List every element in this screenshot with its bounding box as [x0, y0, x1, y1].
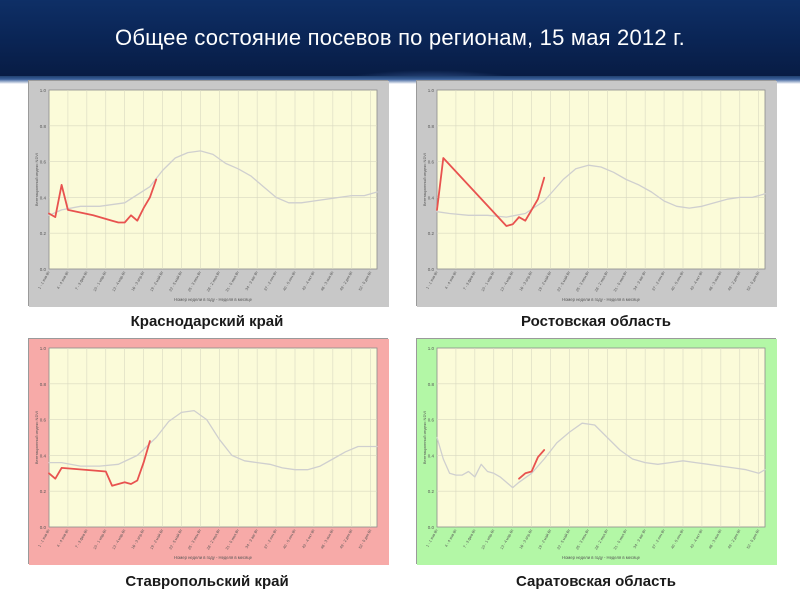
y-tick-label: 1.0 — [428, 346, 435, 351]
chart-panel-stavropol: 0.0 0.2 0.4 0.6 0.8 1.0 1 - 1 янв Вт 4 - 4 янв … — [28, 338, 389, 565]
y-tick-label: 0.4 — [40, 453, 47, 458]
y-axis-title: Вегетационный индекс NDVI — [422, 411, 427, 464]
y-tick-label: 0.6 — [40, 418, 47, 423]
title-banner: Общее состояние посевов по регионам, 15 … — [0, 0, 800, 76]
region-label-rostov: Ростовская область — [520, 313, 672, 330]
y-tick-label: 0.4 — [40, 195, 47, 200]
current-year-series-line — [436, 157, 546, 227]
chart-panel-saratov: 0.0 0.2 0.4 0.6 0.8 1.0 1 - 1 янв Вт 4 - 4 янв … — [416, 338, 777, 565]
chart-panel-rostov: 0.0 0.2 0.4 0.6 0.8 1.0 1 - 1 янв Вт 4 - 4 янв … — [416, 80, 777, 307]
y-axis-title: Вегетационный индекс NDVI — [34, 153, 39, 206]
banner-glow — [330, 70, 530, 76]
y-tick-label: 0.6 — [40, 160, 47, 165]
y-tick-label: 0.0 — [40, 267, 47, 272]
y-tick-label: 0.2 — [428, 231, 435, 236]
page-title: Общее состояние посевов по регионам, 15 … — [115, 25, 685, 50]
y-tick-label: 1.0 — [40, 88, 47, 93]
plot-area — [436, 89, 766, 270]
y-tick-label: 0.8 — [40, 382, 47, 387]
banner-shadow — [0, 76, 800, 84]
y-tick-label: 0.0 — [428, 525, 435, 530]
chart-panel-krasnodar: 0.0 0.2 0.4 0.6 0.8 1.0 1 - 1 янв Вт 4 - 4 янв … — [28, 80, 389, 307]
x-axis-title: Номер недели в году - Неделя в месяце — [174, 297, 253, 302]
current-year-series-line — [48, 440, 151, 487]
plot-area — [436, 347, 766, 528]
plot-area — [48, 347, 378, 528]
x-axis-title: Номер недели в году - Неделя в месяце — [562, 555, 641, 560]
plot-area — [48, 89, 378, 270]
region-label-krasnodar: Краснодарский край — [130, 313, 284, 330]
y-tick-label: 0.2 — [40, 489, 47, 494]
y-tick-label: 0.8 — [40, 124, 47, 129]
ndvi-chart-rostov: 0.00.20.40.60.81.01 - 1 янв Вт 4 - 4 янв … — [417, 81, 777, 307]
baseline-series-line — [48, 409, 378, 471]
current-year-series-line — [48, 178, 158, 224]
y-tick-label: 0.8 — [428, 382, 435, 387]
region-label-saratov: Саратовская область — [516, 573, 676, 590]
region-label-stavropol: Ставропольский край — [125, 573, 289, 590]
ndvi-chart-stavropol: 0.00.20.40.60.81.01 - 1 янв Вт 4 - 4 янв … — [29, 339, 389, 565]
x-axis-title: Номер недели в году - Неделя в месяце — [174, 555, 253, 560]
y-tick-label: 0.4 — [428, 453, 435, 458]
y-tick-label: 1.0 — [40, 346, 47, 351]
baseline-series-line — [436, 164, 766, 218]
y-tick-label: 0.2 — [428, 489, 435, 494]
y-tick-label: 0.0 — [40, 525, 47, 530]
y-tick-label: 0.6 — [428, 418, 435, 423]
ndvi-chart-saratov: 0.00.20.40.60.81.01 - 1 янв Вт 4 - 4 янв … — [417, 339, 777, 565]
baseline-series-line — [436, 422, 766, 489]
y-tick-label: 0.6 — [428, 160, 435, 165]
y-axis-title: Вегетационный индекс NDVI — [34, 411, 39, 464]
x-axis-title: Номер недели в году - Неделя в месяце — [562, 297, 641, 302]
y-tick-label: 1.0 — [428, 88, 435, 93]
y-tick-label: 0.2 — [40, 231, 47, 236]
y-tick-label: 0.4 — [428, 195, 435, 200]
ndvi-chart-krasnodar: 0.00.20.40.60.81.01 - 1 янв Вт 4 - 4 янв … — [29, 81, 389, 307]
y-axis-title: Вегетационный индекс NDVI — [422, 153, 427, 206]
y-tick-label: 0.8 — [428, 124, 435, 129]
y-tick-label: 0.0 — [428, 267, 435, 272]
baseline-series-line — [48, 150, 378, 216]
current-year-series-line — [518, 449, 546, 480]
